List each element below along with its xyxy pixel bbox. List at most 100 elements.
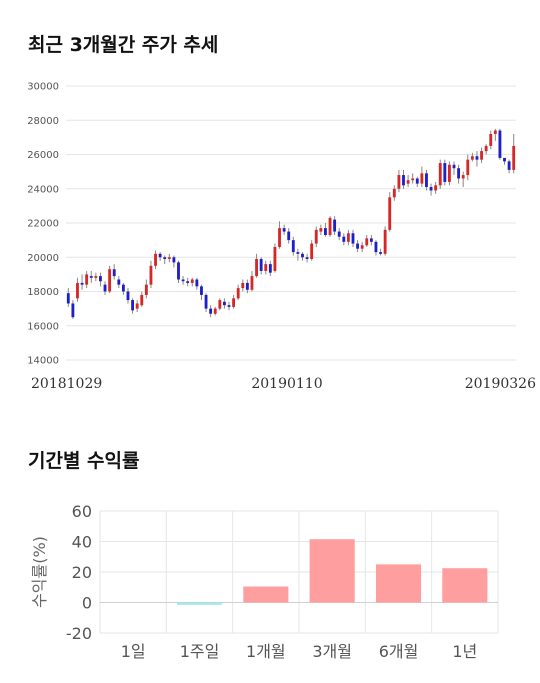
candle-body [503,157,506,162]
candle [480,147,483,164]
candle [369,234,373,246]
candle [103,281,107,295]
candle [406,175,410,188]
candle-body [112,269,116,277]
candle-body [232,298,236,307]
candle-body [314,229,318,244]
y-tick-label: 40 [72,533,92,552]
candle-body [209,308,213,314]
candle [154,250,157,270]
y-tick-label: 20000 [27,253,59,264]
y-axis-label: 수익률(%) [30,536,49,608]
candle-body [507,161,511,170]
candle-body [204,294,208,309]
candle-body [236,288,240,299]
y-tick-label: 0 [82,594,92,613]
candle [89,270,93,283]
candle-body [443,163,447,182]
candle-body [411,178,415,181]
candle [296,248,300,261]
y-tick-label: 28000 [27,116,59,127]
candle [291,236,295,256]
returns-bar-chart: -20 0 20 40 60 1일 1주일 1개월 3개월 6개월 1년 수익률(%) [30,502,499,661]
candle [402,169,405,189]
candle-body [360,245,364,249]
candle-body [163,257,167,259]
candle [438,159,442,189]
candle [470,152,474,162]
candle [374,240,378,256]
candle [186,277,190,287]
candle [278,221,281,249]
candle [360,241,364,253]
candle [204,293,208,313]
candle [112,264,116,280]
candle [328,216,332,237]
candle [66,288,70,307]
candle [273,243,277,273]
x-tick-label: 1개월 [246,642,286,661]
candle [232,294,236,309]
candle [379,248,382,256]
candle-body [447,164,451,182]
candle [310,240,314,261]
candle [466,154,470,181]
candle [429,183,433,196]
candle [209,305,213,318]
candle [218,298,222,311]
candle-body [200,286,203,295]
candle-body [397,175,401,189]
candle-body [117,279,121,285]
candlestick-chart: 14000 16000 18000 20000 22000 24000 26000 28000… [27,82,536,393]
x-tick-label: 1년 [452,642,477,661]
y-tick-label: 22000 [27,219,59,230]
candle-body [121,284,125,292]
candle [351,229,355,247]
candle-body [227,305,231,307]
x-tick-label: 6개월 [379,642,419,661]
candle [80,274,84,290]
candle-body [287,231,291,241]
candle-body [489,133,493,146]
candle [411,173,415,184]
candle [443,159,447,186]
candle-body [457,168,461,179]
candle-body [402,175,405,186]
candle-body [177,262,180,280]
candle [117,276,121,289]
candle [190,277,194,287]
candle-body [149,265,153,285]
candle [236,284,240,301]
candle-body [282,228,286,232]
candle-body [452,164,456,169]
candle [333,216,337,235]
candle-body [273,246,277,271]
candle-body [218,300,222,309]
x-tick-label: 1일 [121,642,146,661]
candle [245,279,249,294]
candle-body [135,303,139,309]
candle-body [337,231,341,237]
candle-body [434,185,438,191]
candle-body [461,175,465,179]
candle-body [333,219,337,232]
candle-body [140,294,144,306]
candle-body [493,130,497,134]
candle-body [415,178,419,184]
candle-body [154,253,157,266]
candle-body [406,180,410,184]
candle-body [319,228,323,232]
candle [425,169,428,191]
candle-body [351,233,355,244]
candle [287,228,291,244]
candle [337,228,341,241]
candle-body [296,252,300,254]
candle-body [66,293,70,304]
candle-body [245,282,249,290]
price-trend-title: 최근 3개월간 주가 추세 [28,34,219,56]
candle [140,291,144,307]
x-tick-label: 20190326 [465,376,536,392]
candle [388,192,392,232]
candle [241,279,245,292]
candle [163,255,167,265]
